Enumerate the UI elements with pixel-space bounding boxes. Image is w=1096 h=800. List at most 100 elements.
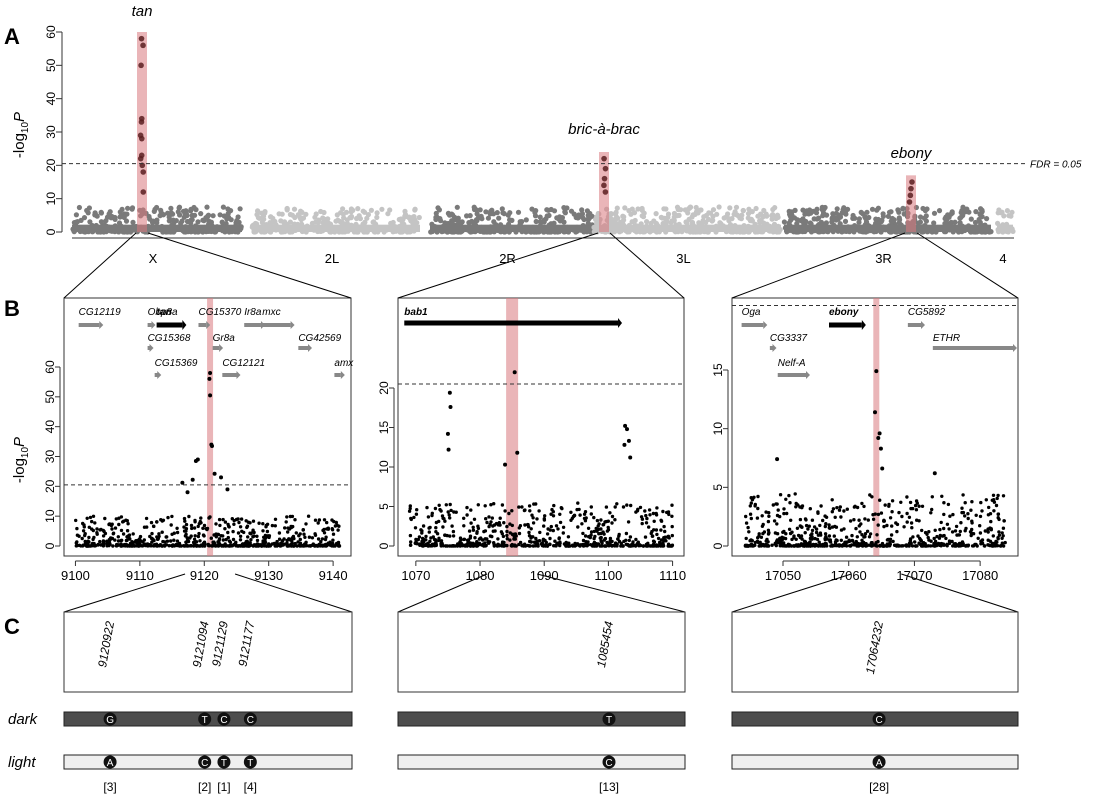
snp-point	[168, 205, 174, 211]
snp-point	[98, 219, 104, 225]
snp-point	[555, 541, 560, 545]
snp-panels: 9120922GA[3]9121094TC[2]9121129CT[1]9121…	[8, 611, 1019, 794]
snp-point	[889, 533, 894, 537]
snp-point	[969, 508, 973, 512]
zoom-highlight	[873, 298, 880, 556]
snp-point	[810, 532, 814, 536]
snp-point	[502, 521, 506, 525]
snp-point	[512, 537, 516, 541]
snp-point	[557, 214, 563, 220]
x-tick-label: 9140	[319, 568, 348, 583]
snp-point	[483, 544, 488, 548]
snp-point	[227, 544, 231, 548]
snp-point	[116, 535, 121, 539]
snp-point	[1000, 541, 1004, 545]
chrom-label-3r: 3R	[875, 251, 892, 266]
snp-point	[839, 538, 843, 542]
snp-point	[603, 520, 607, 524]
snp-point	[284, 207, 290, 213]
snp-point	[797, 544, 801, 548]
snp-point	[160, 530, 164, 534]
top-snp-point	[185, 490, 190, 495]
snp-point	[449, 508, 453, 513]
snp-point	[496, 537, 500, 541]
snp-point	[635, 206, 641, 212]
snp-point	[629, 543, 633, 547]
snp-point	[595, 518, 600, 523]
snp-point	[558, 520, 563, 525]
snp-point	[157, 532, 161, 536]
snp-point	[1001, 526, 1006, 530]
snp-point	[536, 539, 540, 543]
snp-point	[756, 494, 760, 499]
snp-point	[733, 204, 740, 210]
snp-point	[147, 216, 153, 222]
manhattan-labels: tan bric-à-brac ebony	[132, 3, 933, 162]
snp-point	[886, 209, 893, 215]
snp-point	[668, 544, 672, 548]
snp-point	[471, 525, 475, 529]
snp-point	[845, 507, 849, 511]
snp-point	[949, 210, 955, 216]
snp-point	[255, 534, 259, 538]
snp-point	[580, 214, 586, 221]
snp-point	[317, 518, 322, 522]
snp-point	[586, 215, 593, 221]
snp-point	[331, 541, 335, 546]
snp-point	[782, 511, 786, 516]
snp-count-label: [28]	[869, 780, 889, 794]
snp-point	[507, 511, 511, 516]
snp-point	[325, 520, 329, 525]
snp-point	[953, 529, 958, 533]
y-tick-label: 20	[43, 479, 57, 493]
snp-point	[313, 211, 319, 217]
connector-lines	[63, 232, 1019, 613]
snp-point	[986, 527, 990, 531]
snp-point	[639, 213, 645, 219]
snp-point	[756, 506, 760, 511]
snp-point	[617, 219, 624, 225]
snp-point	[838, 505, 842, 509]
zoom-points	[743, 369, 1007, 548]
snp-point	[842, 527, 846, 531]
snp-point	[435, 205, 441, 211]
snp-point	[852, 518, 856, 522]
snp-point	[150, 540, 154, 544]
snp-point	[878, 543, 882, 548]
snp-point	[165, 539, 170, 543]
snp-point	[231, 529, 235, 534]
snp-point	[553, 539, 557, 543]
snp-point	[343, 209, 350, 215]
snp-point	[262, 544, 266, 548]
snp-point	[316, 521, 320, 525]
snp-point	[529, 527, 533, 531]
gene-bar-cg12119	[78, 323, 100, 327]
snp-point	[138, 534, 143, 539]
snp-point	[992, 500, 997, 504]
top-snp-point	[193, 458, 198, 463]
snp-point	[335, 541, 339, 546]
snp-point	[1000, 531, 1004, 535]
snp-point	[969, 531, 973, 535]
snp-point	[194, 540, 198, 544]
snp-point	[98, 528, 102, 532]
snp-point	[223, 527, 227, 531]
snp-point	[370, 219, 376, 225]
snp-point	[824, 515, 829, 519]
snp-point	[825, 544, 829, 548]
snp-point	[993, 544, 997, 548]
snp-point	[188, 544, 192, 548]
snp-point	[417, 535, 422, 539]
snp-point	[740, 208, 747, 214]
snp-point	[771, 503, 775, 507]
snp-point	[260, 213, 267, 219]
x-tick-label: 1070	[401, 568, 430, 583]
snp-point	[625, 503, 629, 507]
gene-bar-cg5892	[907, 323, 921, 327]
snp-point	[505, 524, 509, 529]
snp-point	[110, 527, 114, 531]
snp-point	[522, 508, 527, 513]
snp-point	[163, 544, 167, 548]
snp-point	[195, 219, 201, 225]
snp-point	[487, 515, 491, 519]
